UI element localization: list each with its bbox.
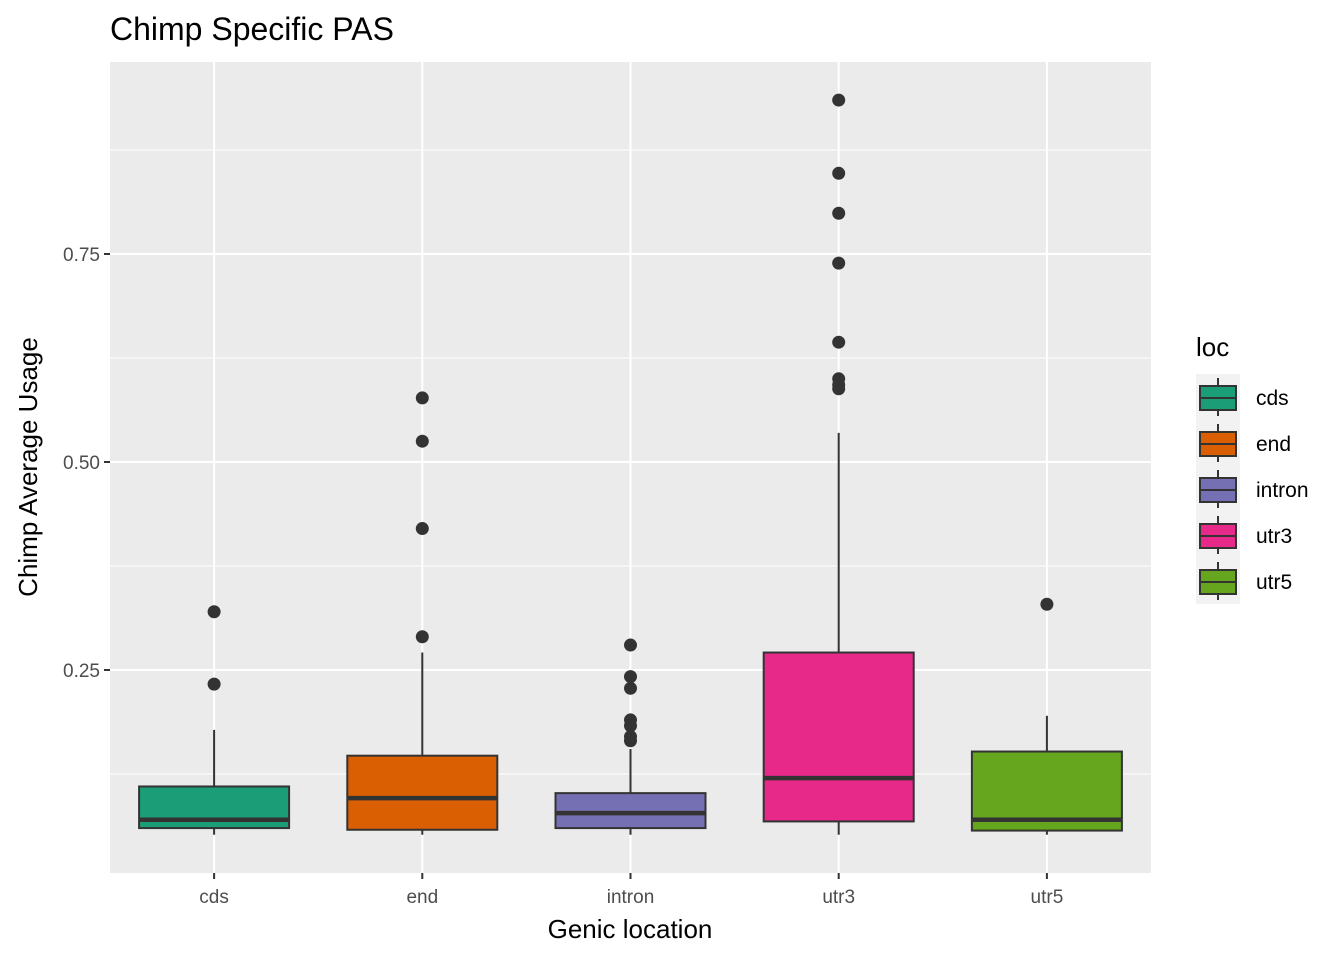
outlier-point bbox=[624, 681, 637, 695]
box-body bbox=[970, 750, 1123, 832]
box-utr5 bbox=[970, 597, 1123, 835]
legend-label: cds bbox=[1256, 387, 1289, 410]
y-tick-label: 0.75 bbox=[63, 245, 100, 266]
box-body bbox=[762, 651, 915, 823]
legend-item-intron: intron bbox=[1196, 466, 1309, 512]
box-body bbox=[554, 792, 707, 830]
y-axis-title: Chimp Average Usage bbox=[13, 337, 43, 597]
box-body bbox=[346, 754, 499, 831]
x-tick-label: utr3 bbox=[822, 887, 855, 908]
outlier-point bbox=[832, 206, 846, 220]
outlier-point bbox=[624, 638, 637, 652]
outlier-point bbox=[624, 713, 637, 727]
box-end bbox=[346, 391, 499, 835]
y-axis: 0.25 0.50 0.75 bbox=[63, 245, 110, 682]
legend-title: loc bbox=[1196, 332, 1229, 362]
outlier-point bbox=[207, 605, 221, 619]
outlier-point bbox=[624, 730, 637, 744]
outlier-point bbox=[832, 93, 846, 107]
legend: loc cds end intron utr3 utr5 bbox=[1196, 332, 1309, 604]
y-tick-label: 0.25 bbox=[63, 661, 100, 682]
box-intron bbox=[554, 638, 707, 835]
outlier-point bbox=[832, 256, 846, 270]
legend-item-utr5: utr5 bbox=[1196, 558, 1292, 604]
chart-title: Chimp Specific PAS bbox=[110, 11, 394, 47]
outlier-point bbox=[415, 522, 429, 536]
outlier-point bbox=[832, 372, 846, 386]
x-axis: cds end intron utr3 utr5 bbox=[199, 873, 1063, 908]
outlier-point bbox=[415, 630, 429, 644]
x-tick-label: end bbox=[406, 887, 438, 908]
box-cds bbox=[138, 605, 291, 835]
x-tick-label: cds bbox=[199, 887, 229, 908]
legend-label: end bbox=[1256, 433, 1291, 456]
outlier-point bbox=[415, 391, 429, 405]
outlier-point bbox=[207, 677, 221, 691]
legend-item-end: end bbox=[1196, 420, 1291, 466]
legend-label: utr3 bbox=[1256, 525, 1292, 548]
legend-label: intron bbox=[1256, 479, 1309, 502]
outlier-point bbox=[832, 335, 846, 349]
outlier-point bbox=[1040, 597, 1054, 611]
box-utr3 bbox=[762, 93, 915, 835]
legend-label: utr5 bbox=[1256, 571, 1292, 594]
y-tick-label: 0.50 bbox=[63, 453, 100, 474]
x-axis-title: Genic location bbox=[548, 914, 713, 944]
outlier-point bbox=[624, 670, 637, 684]
legend-item-utr3: utr3 bbox=[1196, 512, 1292, 558]
outlier-point bbox=[415, 434, 429, 448]
legend-item-cds: cds bbox=[1196, 374, 1289, 420]
box-layer bbox=[138, 93, 1123, 835]
x-tick-label: utr5 bbox=[1031, 887, 1064, 908]
outlier-point bbox=[832, 166, 846, 180]
x-tick-label: intron bbox=[607, 887, 655, 908]
